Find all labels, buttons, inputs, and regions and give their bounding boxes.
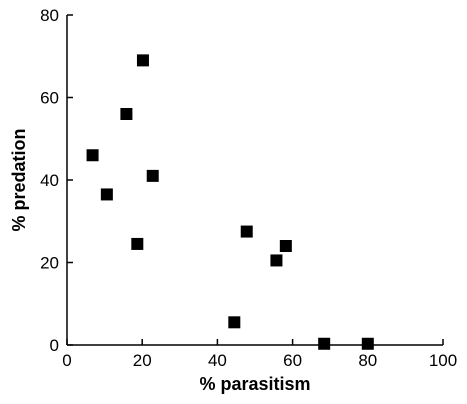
data-point [270, 254, 283, 267]
x-tick-label: 100 [429, 351, 457, 370]
x-tick-label: 80 [358, 351, 377, 370]
data-point [279, 240, 292, 252]
axes [66, 15, 443, 346]
data-point [136, 54, 149, 67]
data-point [120, 108, 133, 120]
y-axis-title: % predation [9, 128, 29, 231]
x-tick-label: 40 [208, 351, 227, 370]
y-tick-label: 60 [40, 89, 59, 108]
y-tick-label: 40 [40, 171, 59, 190]
data-point [228, 316, 241, 329]
data-point [100, 188, 113, 201]
data-point [146, 169, 159, 182]
data-point [240, 225, 253, 238]
data-point [318, 337, 331, 350]
y-tick-label: 80 [40, 6, 59, 25]
x-axis-title: % parasitism [199, 374, 310, 394]
data-point [361, 337, 374, 350]
x-tick-label: 0 [62, 351, 71, 370]
x-tick-label: 60 [283, 351, 302, 370]
data-points [86, 54, 374, 350]
data-point [131, 237, 144, 250]
y-tick-label: 0 [50, 336, 59, 355]
y-tick-label: 20 [40, 254, 59, 273]
data-point [86, 149, 99, 162]
ticks: 0 20 40 60 80 100 0 20 40 60 80 [40, 6, 457, 370]
x-tick-label: 20 [133, 351, 152, 370]
